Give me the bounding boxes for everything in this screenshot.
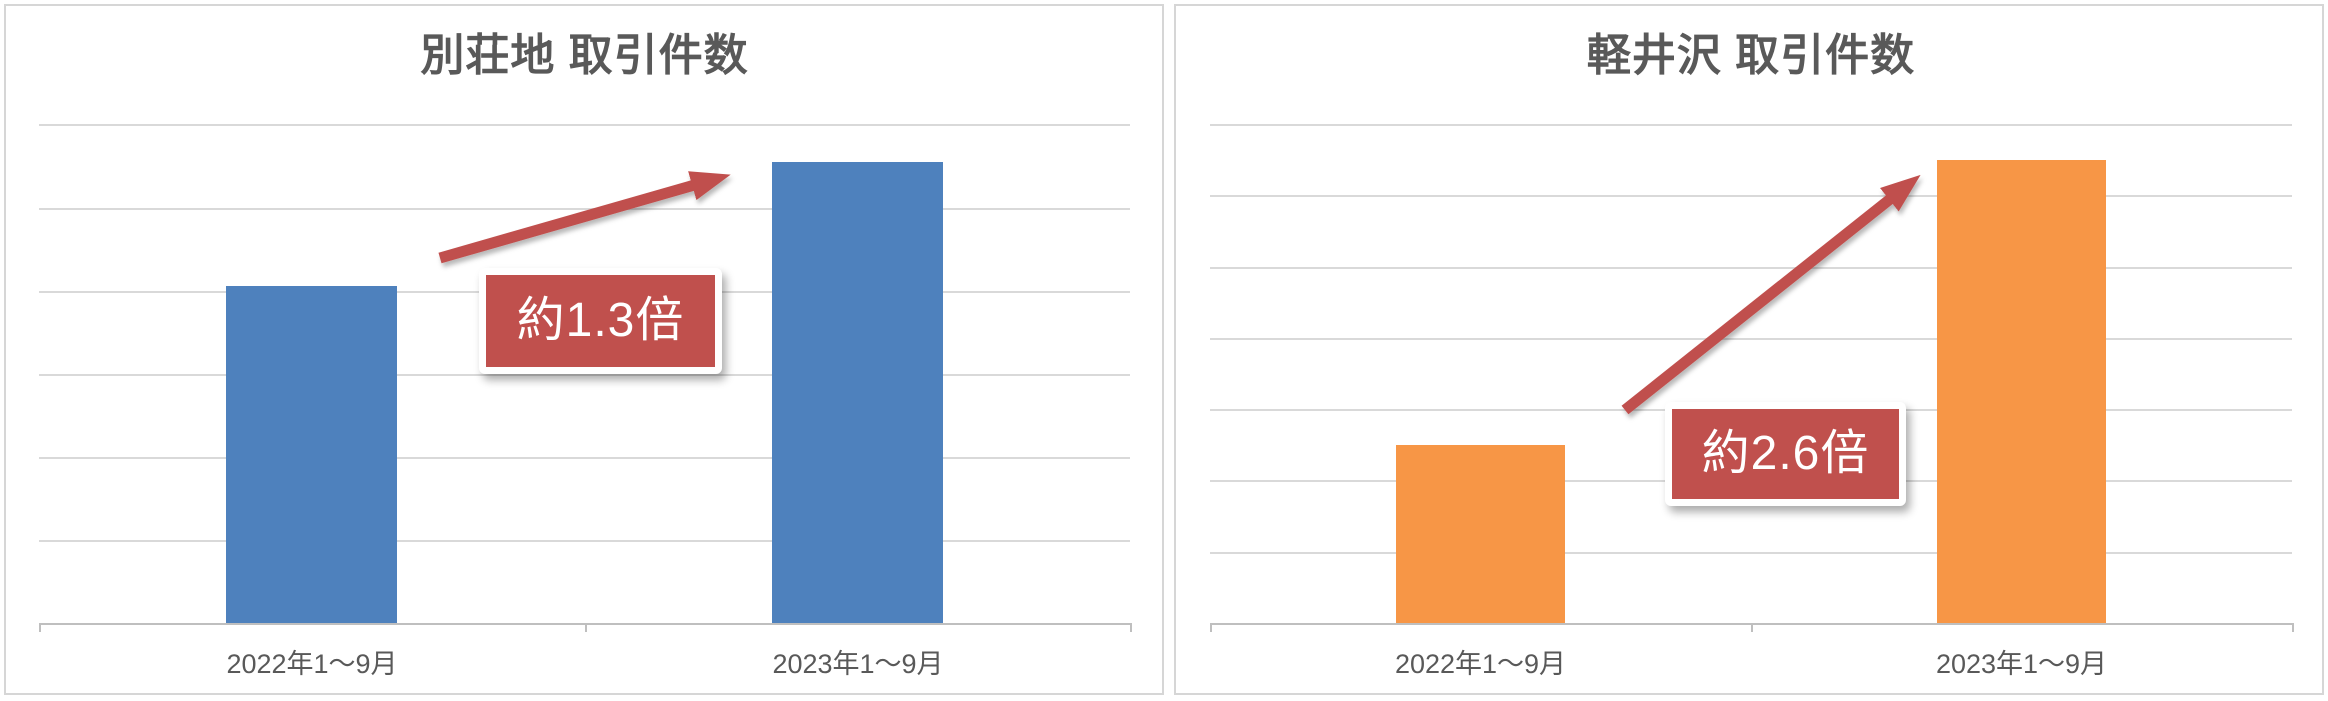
chart-title: 軽井沢 取引件数	[1586, 31, 1916, 80]
gridline	[39, 124, 1130, 126]
growth-arrow	[1621, 174, 1921, 415]
x-axis-label-2022: 2022年1〜9月	[1394, 649, 1567, 679]
bar-2023年1〜9月	[1937, 160, 2106, 623]
axis-tick	[1210, 623, 1212, 632]
gridline	[39, 374, 1130, 376]
growth-callout: 約1.3倍	[479, 268, 722, 374]
axis-tick	[585, 623, 587, 632]
chart-title: 別荘地 取引件数	[420, 31, 749, 80]
gridline	[39, 208, 1130, 210]
axis-tick	[39, 623, 41, 632]
gridline	[1210, 124, 2292, 126]
gridline	[1210, 552, 2292, 554]
right-chart-panel: 軽井沢 取引件数 2022年1〜9月 2023年1〜9月 約2.6倍	[1174, 4, 2324, 695]
x-axis-label-2022: 2022年1〜9月	[226, 649, 398, 679]
gridline	[39, 457, 1130, 459]
x-axis-label-2023: 2023年1〜9月	[1935, 649, 2108, 679]
gridline	[1210, 338, 2292, 340]
growth-callout: 約2.6倍	[1665, 402, 1906, 506]
gridline	[1210, 267, 2292, 269]
axis-tick	[1130, 623, 1132, 632]
axis-tick	[1751, 623, 1753, 632]
bar-2022年1〜9月	[226, 286, 397, 623]
growth-callout-label: 約2.6倍	[1701, 427, 1870, 480]
axis-tick	[2292, 623, 2294, 632]
bar-2022年1〜9月	[1396, 445, 1565, 623]
x-axis-label-2023: 2023年1〜9月	[772, 649, 944, 679]
left-chart-panel: 別荘地 取引件数 2022年1〜9月 2023年1〜9月 約1.3倍	[4, 4, 1164, 695]
gridline	[39, 540, 1130, 542]
gridline	[1210, 195, 2292, 197]
x-axis-line	[39, 623, 1130, 625]
bar-2023年1〜9月	[772, 162, 943, 623]
growth-callout-label: 約1.3倍	[516, 294, 685, 347]
